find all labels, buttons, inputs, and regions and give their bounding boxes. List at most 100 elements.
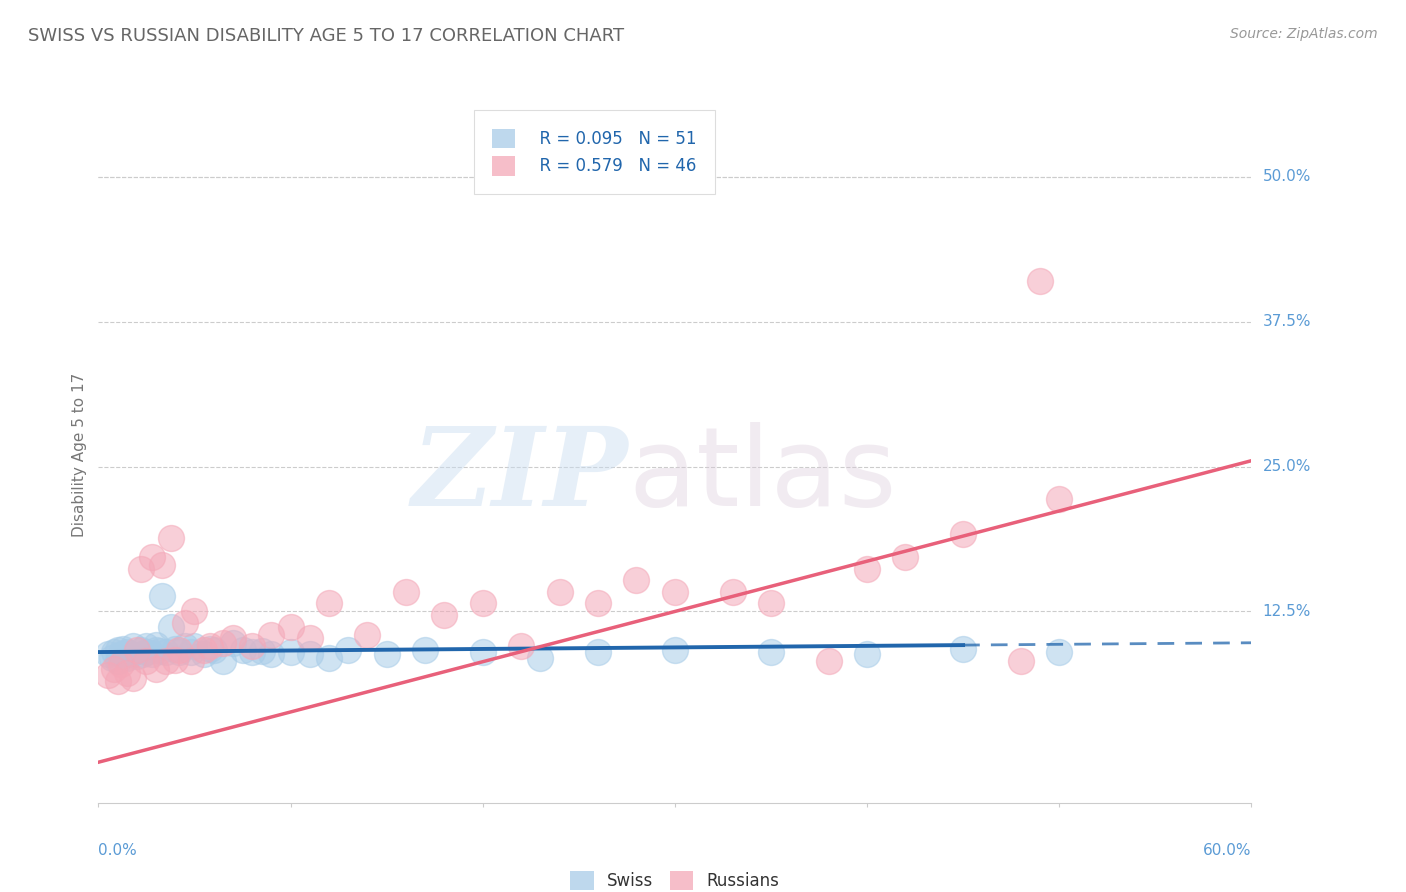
Text: ZIP: ZIP bbox=[412, 422, 628, 530]
Point bbox=[510, 639, 533, 653]
Point bbox=[212, 636, 235, 650]
Point bbox=[103, 645, 125, 659]
Point bbox=[107, 674, 129, 689]
Point bbox=[529, 651, 551, 665]
Point bbox=[103, 662, 125, 677]
Point bbox=[160, 619, 183, 633]
Point bbox=[375, 648, 398, 662]
Point bbox=[145, 642, 167, 657]
Point bbox=[318, 596, 340, 610]
Point bbox=[135, 645, 157, 659]
Point bbox=[240, 639, 263, 653]
Text: SWISS VS RUSSIAN DISABILITY AGE 5 TO 17 CORRELATION CHART: SWISS VS RUSSIAN DISABILITY AGE 5 TO 17 … bbox=[28, 27, 624, 45]
Point bbox=[433, 607, 456, 622]
Point bbox=[193, 642, 215, 657]
Point bbox=[626, 573, 648, 587]
Point bbox=[167, 642, 190, 657]
Legend: Swiss, Russians: Swiss, Russians bbox=[562, 863, 787, 892]
Point bbox=[165, 653, 187, 667]
Point bbox=[112, 641, 135, 656]
Point bbox=[471, 645, 494, 659]
Point bbox=[110, 657, 132, 671]
Point bbox=[101, 651, 124, 665]
Point bbox=[231, 642, 254, 657]
Point bbox=[413, 642, 436, 657]
Point bbox=[122, 671, 145, 685]
Point bbox=[107, 654, 129, 668]
Text: Source: ZipAtlas.com: Source: ZipAtlas.com bbox=[1230, 27, 1378, 41]
Text: atlas: atlas bbox=[628, 422, 897, 529]
Point bbox=[471, 596, 494, 610]
Point bbox=[1010, 654, 1032, 668]
Point bbox=[280, 619, 302, 633]
Point bbox=[135, 654, 157, 668]
Point bbox=[135, 639, 157, 653]
Point bbox=[212, 654, 235, 668]
Point bbox=[280, 645, 302, 659]
Point bbox=[952, 641, 974, 656]
Point bbox=[202, 642, 225, 657]
Point bbox=[107, 642, 129, 657]
Point bbox=[318, 651, 340, 665]
Text: 0.0%: 0.0% bbox=[98, 843, 138, 858]
Point bbox=[180, 645, 202, 659]
Point bbox=[856, 561, 879, 575]
Point bbox=[721, 584, 744, 599]
Text: 50.0%: 50.0% bbox=[1263, 169, 1310, 184]
Text: 37.5%: 37.5% bbox=[1263, 314, 1310, 329]
Point bbox=[1047, 491, 1070, 506]
Point bbox=[198, 639, 221, 653]
Point bbox=[145, 662, 167, 677]
Point bbox=[117, 645, 138, 659]
Point bbox=[198, 641, 221, 656]
Point bbox=[97, 668, 120, 682]
Point bbox=[260, 628, 283, 642]
Point bbox=[856, 648, 879, 662]
Point bbox=[260, 648, 283, 662]
Point bbox=[129, 642, 152, 657]
Point bbox=[150, 590, 173, 604]
Point bbox=[395, 584, 418, 599]
Point bbox=[141, 648, 163, 662]
Point bbox=[125, 648, 148, 663]
Point bbox=[664, 584, 686, 599]
Point bbox=[759, 596, 782, 610]
Point bbox=[160, 532, 183, 546]
Point bbox=[180, 654, 202, 668]
Point bbox=[222, 636, 245, 650]
Point bbox=[759, 645, 782, 659]
Point bbox=[125, 642, 148, 657]
Point bbox=[122, 639, 145, 653]
Text: 60.0%: 60.0% bbox=[1204, 843, 1251, 858]
Point bbox=[141, 549, 163, 564]
Point bbox=[817, 654, 839, 668]
Point bbox=[240, 645, 263, 659]
Point bbox=[97, 648, 120, 662]
Point bbox=[131, 648, 153, 662]
Text: 12.5%: 12.5% bbox=[1263, 604, 1310, 619]
Point bbox=[183, 639, 205, 653]
Point bbox=[1029, 274, 1052, 288]
Point bbox=[165, 641, 187, 656]
Point bbox=[586, 645, 609, 659]
Point bbox=[356, 628, 378, 642]
Point bbox=[586, 596, 609, 610]
Point bbox=[548, 584, 571, 599]
Point bbox=[1047, 645, 1070, 659]
Point bbox=[222, 631, 245, 645]
Point bbox=[149, 644, 172, 658]
Point bbox=[250, 644, 273, 658]
Point bbox=[174, 639, 197, 653]
Point bbox=[894, 549, 917, 564]
Point bbox=[337, 642, 360, 657]
Point bbox=[110, 648, 132, 662]
Point bbox=[952, 526, 974, 541]
Y-axis label: Disability Age 5 to 17: Disability Age 5 to 17 bbox=[72, 373, 87, 537]
Point bbox=[150, 558, 173, 573]
Text: 25.0%: 25.0% bbox=[1263, 459, 1310, 474]
Point bbox=[155, 645, 177, 659]
Point bbox=[167, 645, 190, 659]
Point bbox=[298, 631, 321, 645]
Point bbox=[145, 638, 167, 652]
Point bbox=[155, 654, 177, 668]
